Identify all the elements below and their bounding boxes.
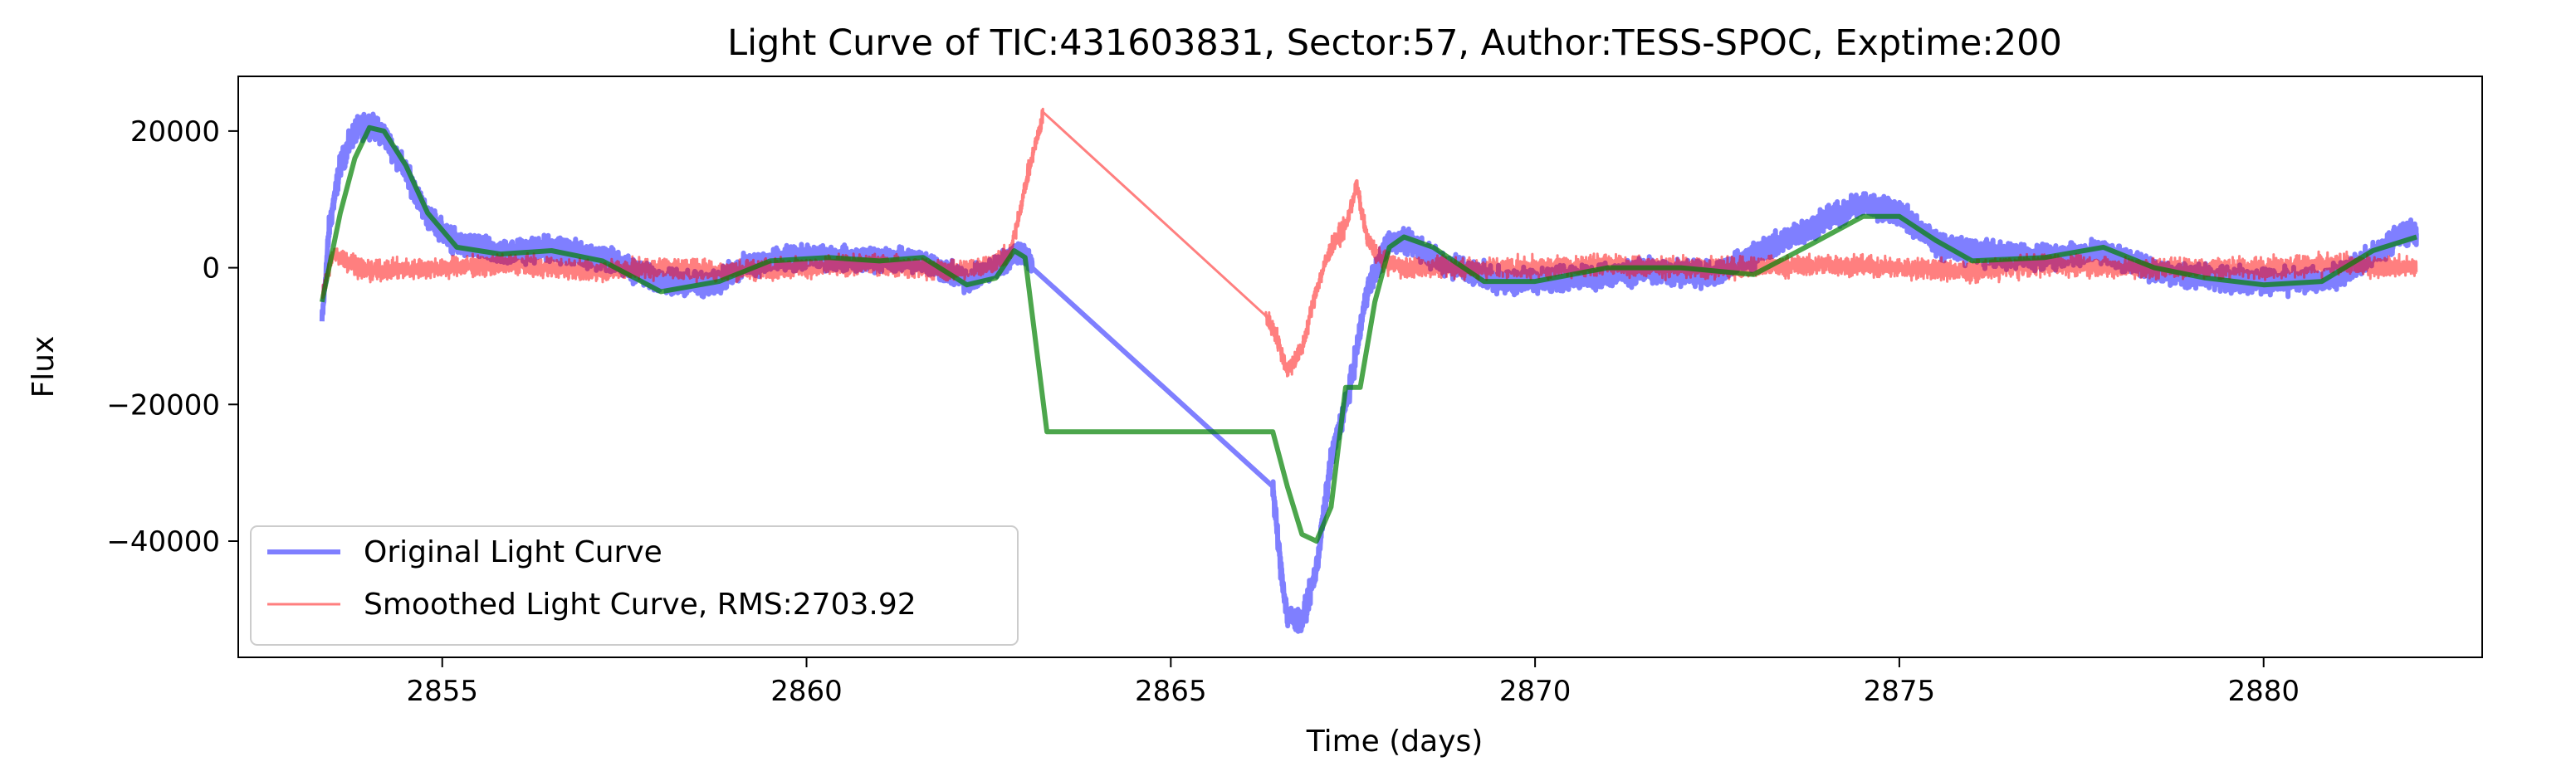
y-tick-label: −20000	[106, 388, 220, 422]
series-fit	[319, 124, 2417, 544]
y-axis-label: Flux	[27, 336, 61, 398]
legend-box	[250, 525, 1019, 646]
y-tick-label: −40000	[106, 525, 220, 559]
x-tick-label: 2875	[1864, 675, 1936, 708]
x-axis: 2855 2860 2865 2870 2875 2880	[406, 657, 2300, 708]
axes-frame	[237, 76, 2483, 658]
legend-label-smoothed: Smoothed Light Curve, RMS:2703.92	[364, 588, 917, 622]
series-smoothed	[320, 107, 2418, 378]
y-tick-label: 20000	[130, 115, 220, 149]
legend-label-original: Original Light Curve	[364, 535, 662, 569]
y-axis: −40000 −20000 0 20000	[106, 115, 238, 559]
x-tick-label: 2860	[770, 675, 843, 708]
x-axis-label: Time (days)	[1306, 725, 1484, 759]
legend: Original Light Curve Smoothed Light Curv…	[250, 525, 1019, 646]
y-tick-label: 0	[202, 252, 220, 286]
x-tick-label: 2865	[1135, 675, 1207, 708]
plot-area	[237, 76, 2483, 658]
chart-title: Light Curve of TIC:431603831, Sector:57,…	[727, 22, 2062, 64]
x-tick-label: 2880	[2227, 675, 2300, 708]
x-tick-label: 2855	[406, 675, 478, 708]
x-tick-label: 2870	[1499, 675, 1572, 708]
series-layer	[319, 107, 2419, 634]
